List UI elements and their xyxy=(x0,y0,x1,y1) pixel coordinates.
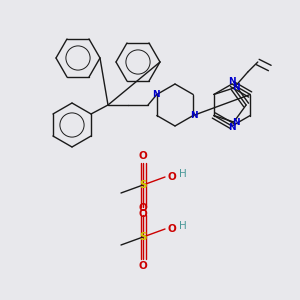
Text: O: O xyxy=(139,151,147,161)
Text: O: O xyxy=(168,172,176,182)
Text: N: N xyxy=(232,82,240,91)
Text: S: S xyxy=(139,180,147,190)
Text: H: H xyxy=(179,221,187,231)
Text: O: O xyxy=(168,224,176,234)
Text: N: N xyxy=(228,124,236,133)
Text: O: O xyxy=(139,261,147,271)
Text: N: N xyxy=(152,90,160,99)
Text: O: O xyxy=(139,203,147,213)
Text: N: N xyxy=(228,77,236,86)
Text: O: O xyxy=(139,209,147,219)
Text: H: H xyxy=(179,169,187,179)
Text: N: N xyxy=(190,111,198,120)
Text: S: S xyxy=(139,232,147,242)
Text: N: N xyxy=(232,118,240,127)
